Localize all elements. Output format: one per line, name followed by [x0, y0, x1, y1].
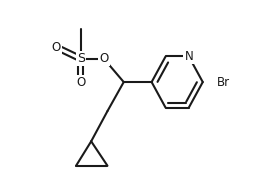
Text: N: N: [185, 50, 193, 63]
Text: Br: Br: [217, 76, 230, 89]
Text: O: O: [99, 52, 109, 65]
Text: O: O: [76, 76, 85, 89]
Text: S: S: [77, 52, 85, 65]
Text: O: O: [52, 41, 61, 54]
